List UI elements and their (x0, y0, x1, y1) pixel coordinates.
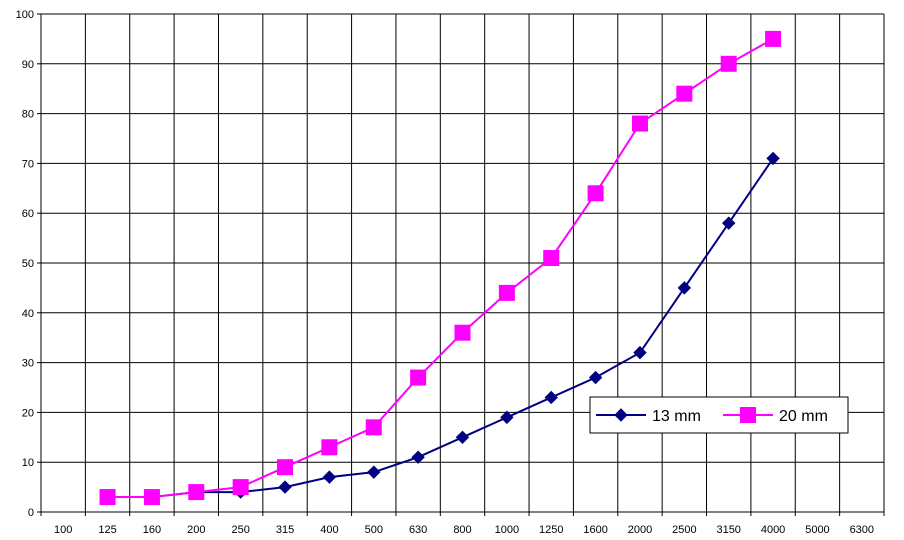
data-point (455, 430, 470, 445)
y-tick-label: 30 (22, 358, 34, 370)
x-tick-label: 315 (276, 524, 294, 536)
data-point (321, 439, 338, 456)
x-tick-label: 5000 (805, 524, 829, 536)
series-20-mm (99, 30, 782, 506)
series-group (99, 30, 782, 506)
data-point (143, 489, 160, 506)
data-point (544, 390, 558, 405)
x-tick-label: 200 (187, 524, 205, 536)
data-point (454, 324, 471, 341)
y-axis-ticks: 0 10 20 30 40 50 60 70 80 90 100 (16, 9, 41, 519)
data-point (278, 480, 292, 494)
data-point (367, 465, 381, 479)
series-13-mm (100, 151, 780, 504)
data-point (631, 115, 648, 132)
data-point (411, 450, 425, 464)
x-tick-label: 500 (365, 524, 383, 536)
x-tick-label: 1000 (495, 524, 519, 536)
x-tick-label: 2500 (672, 524, 696, 536)
data-point (677, 281, 692, 295)
y-tick-label: 50 (22, 258, 34, 270)
x-tick-label: 3150 (716, 524, 740, 536)
y-tick-label: 70 (22, 158, 34, 170)
y-tick-label: 60 (22, 208, 34, 220)
x-tick-label: 1600 (583, 524, 607, 536)
data-point (543, 250, 560, 267)
x-axis-ticks: 100 125 160 200 250 315 400 500 630 800 1000 1250 16… (40, 512, 885, 536)
x-tick-label: 6300 (850, 524, 874, 536)
x-tick-label: 4000 (761, 524, 785, 536)
data-point (765, 30, 782, 47)
data-point (720, 55, 737, 72)
y-tick-label: 40 (22, 308, 34, 320)
y-tick-label: 20 (22, 407, 34, 419)
data-point (277, 459, 294, 476)
x-tick-label: 1250 (539, 524, 563, 536)
data-point (410, 369, 427, 386)
x-tick-label: 2000 (628, 524, 652, 536)
data-point (365, 419, 382, 436)
data-point (722, 216, 736, 230)
data-point (498, 284, 515, 301)
x-tick-label: 250 (231, 524, 249, 536)
y-tick-label: 80 (22, 109, 34, 121)
data-point (766, 151, 780, 166)
series-line (107, 38, 774, 499)
series-line (107, 157, 774, 499)
y-tick-label: 0 (28, 507, 34, 519)
data-point (232, 479, 249, 496)
legend-entry: 13 mm (596, 408, 701, 425)
x-tick-label: 125 (98, 524, 116, 536)
legend-label: 20 mm (779, 408, 828, 425)
data-point (99, 489, 116, 506)
data-point (188, 484, 205, 501)
data-point (587, 185, 604, 202)
y-tick-label: 90 (22, 59, 34, 71)
legend-marker (614, 408, 628, 422)
data-point (676, 85, 693, 102)
legend-entry: 20 mm (723, 407, 828, 425)
legend: 13 mm 20 mm (589, 396, 849, 434)
y-tick-label: 10 (22, 457, 34, 469)
y-tick-label: 100 (16, 9, 34, 21)
data-point (588, 370, 603, 385)
legend-label: 13 mm (652, 408, 701, 425)
legend-marker (740, 407, 756, 423)
x-tick-label: 400 (320, 524, 338, 536)
data-point (500, 410, 514, 425)
data-point (633, 345, 647, 360)
data-point (322, 470, 337, 484)
x-tick-label: 100 (54, 524, 72, 536)
x-tick-label: 160 (143, 524, 161, 536)
x-tick-label: 800 (453, 524, 471, 536)
x-tick-label: 630 (409, 524, 427, 536)
